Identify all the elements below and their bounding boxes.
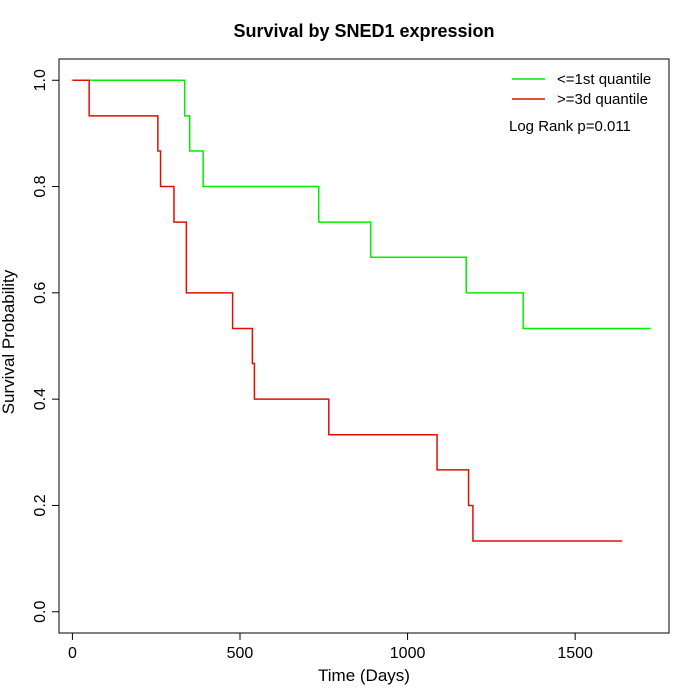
legend: <=1st quantile >=3d quantile <box>512 71 651 108</box>
y-tick-label: 0.2 <box>32 494 49 516</box>
plot-frame <box>58 58 670 634</box>
legend-entry: >=3d quantile <box>557 91 648 108</box>
y-tick-label: 0.8 <box>32 175 49 197</box>
chart-title: Survival by SNED1 expression <box>233 21 494 41</box>
y-tick-label: 0.6 <box>32 282 49 304</box>
x-tick-label: 1000 <box>390 645 426 662</box>
x-tick-label: 0 <box>68 645 77 662</box>
series-layer <box>72 79 651 542</box>
y-tick-label: 1.0 <box>32 69 49 91</box>
y-tick-label: 0.0 <box>32 601 49 623</box>
x-tick-label: 500 <box>227 645 254 662</box>
x-axis-label: Time (Days) <box>318 666 410 685</box>
log-rank-annotation: Log Rank p=0.011 <box>509 118 631 135</box>
series-line-0 <box>72 79 651 330</box>
legend-entry: <=1st quantile <box>557 71 651 88</box>
x-tick-label: 1500 <box>557 645 593 662</box>
x-axis: 0 500 1000 1500 <box>68 632 593 662</box>
series-line-1 <box>72 79 623 542</box>
y-tick-label: 0.4 <box>32 388 49 410</box>
y-axis: 0.0 0.2 0.4 0.6 0.8 1.0 <box>32 69 60 623</box>
y-axis-label: Survival Probability <box>0 269 18 414</box>
